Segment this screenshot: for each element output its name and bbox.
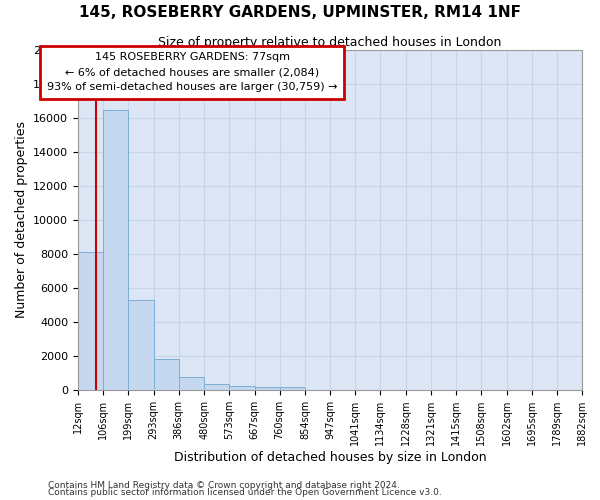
Text: 145 ROSEBERRY GARDENS: 77sqm
← 6% of detached houses are smaller (2,084)
93% of : 145 ROSEBERRY GARDENS: 77sqm ← 6% of det… — [47, 52, 337, 92]
Bar — [254, 386, 280, 390]
Title: Size of property relative to detached houses in London: Size of property relative to detached ho… — [158, 36, 502, 49]
Bar — [103, 110, 128, 390]
Text: Contains public sector information licensed under the Open Government Licence v3: Contains public sector information licen… — [48, 488, 442, 497]
Bar — [204, 384, 229, 390]
Bar — [154, 360, 179, 390]
Text: 145, ROSEBERRY GARDENS, UPMINSTER, RM14 1NF: 145, ROSEBERRY GARDENS, UPMINSTER, RM14 … — [79, 5, 521, 20]
Bar — [280, 386, 305, 390]
Bar — [229, 386, 254, 390]
X-axis label: Distribution of detached houses by size in London: Distribution of detached houses by size … — [173, 451, 487, 464]
Text: Contains HM Land Registry data © Crown copyright and database right 2024.: Contains HM Land Registry data © Crown c… — [48, 480, 400, 490]
Bar — [179, 378, 204, 390]
Bar — [128, 300, 154, 390]
Y-axis label: Number of detached properties: Number of detached properties — [14, 122, 28, 318]
Bar — [78, 252, 103, 390]
